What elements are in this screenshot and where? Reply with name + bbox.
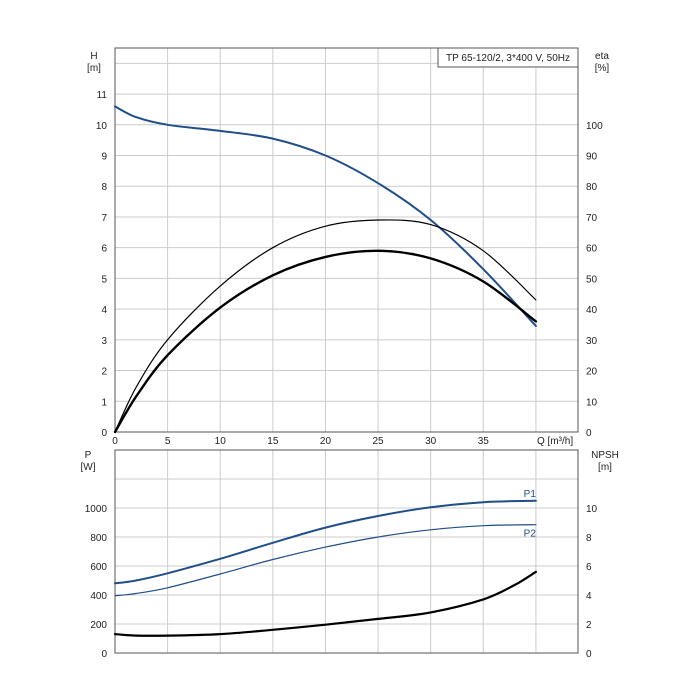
h-tick-label: 8 — [101, 182, 107, 193]
bottom-tick-labels: 0 200 400 600 800 1000 0 2 4 6 8 10 — [85, 504, 598, 660]
h-tick-label: 3 — [101, 336, 107, 347]
top-plot-frame — [114, 47, 579, 433]
top-series-line-2 — [113, 249, 538, 434]
npsh-tick-label: 0 — [586, 649, 592, 660]
h-axis-unit: [m] — [87, 63, 101, 74]
h-tick-label: 2 — [101, 367, 107, 378]
eta-axis-title: eta — [595, 51, 609, 62]
h-tick-label: 7 — [101, 213, 107, 224]
legend-box: TP 65-120/2, 3*400 V, 50Hz — [437, 47, 579, 68]
npsh-tick-label: 10 — [586, 504, 598, 515]
eta-tick-label: 20 — [586, 367, 598, 378]
h-tick-label: 0 — [101, 428, 107, 439]
bottom-series: P1 P2 — [113, 489, 537, 637]
top-grid — [114, 48, 578, 433]
h-tick-label: 6 — [101, 244, 107, 255]
bottom-series-line-1 — [114, 524, 537, 597]
h-tick-label: 10 — [96, 121, 108, 132]
h-axis-title: H — [90, 51, 97, 62]
eta-tick-label: 30 — [586, 336, 598, 347]
q-tick-label: 25 — [373, 436, 385, 447]
eta-tick-label: 10 — [586, 397, 598, 408]
h-tick-label: 11 — [97, 90, 108, 101]
p-tick-label: 800 — [90, 533, 107, 544]
series-label-p2: P2 — [524, 529, 537, 540]
top-series — [113, 105, 538, 434]
top-series-line-0 — [114, 105, 537, 327]
h-tick-label: 4 — [101, 305, 107, 316]
legend-label: TP 65-120/2, 3*400 V, 50Hz — [446, 53, 570, 64]
top-tick-labels: 0 5 10 15 20 25 30 35 0 1 2 3 4 5 6 7 8 9 10 11 0 10 20 30 40 50 6… — [96, 90, 603, 447]
series-label-p1: P1 — [524, 489, 537, 500]
bottom-plot-frame — [114, 449, 579, 654]
top-series-line-1 — [114, 219, 537, 433]
npsh-tick-label: 8 — [586, 533, 592, 544]
npsh-tick-label: 2 — [586, 620, 592, 631]
head-efficiency-panel: 0 5 10 15 20 25 30 35 0 1 2 3 4 5 6 7 8 9 10 11 0 10 20 30 40 50 6… — [87, 47, 610, 447]
bottom-series-line-0 — [114, 499, 537, 585]
p-tick-label: 400 — [90, 591, 107, 602]
eta-tick-label: 100 — [586, 121, 603, 132]
h-tick-label: 5 — [101, 274, 107, 285]
npsh-axis-title: NPSH — [591, 450, 619, 461]
eta-tick-label: 60 — [586, 244, 598, 255]
q-axis-title: Q [m³/h] — [537, 436, 573, 447]
bottom-series-line-2 — [113, 570, 537, 637]
eta-tick-label: 40 — [586, 305, 598, 316]
eta-tick-label: 70 — [586, 213, 598, 224]
p-tick-label: 1000 — [85, 504, 108, 515]
eta-tick-label: 50 — [586, 274, 598, 285]
q-tick-label: 20 — [320, 436, 332, 447]
p-axis-unit: [W] — [81, 462, 96, 473]
q-tick-label: 30 — [425, 436, 437, 447]
eta-axis-unit: [%] — [595, 63, 610, 74]
q-tick-label: 15 — [267, 436, 279, 447]
p-tick-label: 600 — [90, 562, 107, 573]
p-axis-title: P — [85, 450, 92, 461]
eta-tick-label: 80 — [586, 182, 598, 193]
q-tick-label: 5 — [165, 436, 171, 447]
q-tick-label: 35 — [478, 436, 490, 447]
eta-tick-label: 90 — [586, 152, 598, 163]
power-npsh-panel: P1 P2 0 200 400 600 800 1000 0 2 4 6 8 10 P [W] NPSH… — [81, 449, 619, 660]
h-tick-label: 1 — [101, 397, 107, 408]
npsh-axis-unit: [m] — [598, 462, 612, 473]
eta-tick-label: 0 — [586, 428, 592, 439]
npsh-tick-label: 6 — [586, 562, 592, 573]
p-tick-label: 200 — [90, 620, 107, 631]
p-tick-label: 0 — [101, 649, 107, 660]
npsh-tick-label: 4 — [586, 591, 592, 602]
q-tick-label: 10 — [215, 436, 227, 447]
q-tick-label: 0 — [112, 436, 118, 447]
h-tick-label: 9 — [101, 152, 107, 163]
